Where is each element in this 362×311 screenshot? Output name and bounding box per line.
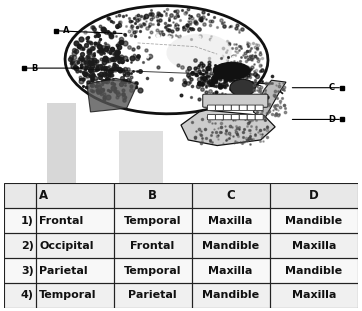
- FancyBboxPatch shape: [215, 105, 223, 110]
- Text: Maxilla: Maxilla: [292, 241, 336, 251]
- Text: B: B: [148, 189, 157, 202]
- Text: 2): 2): [21, 241, 34, 251]
- Text: Frontal: Frontal: [39, 216, 83, 226]
- Bar: [191, 258, 270, 283]
- Polygon shape: [181, 110, 275, 146]
- FancyBboxPatch shape: [207, 114, 215, 120]
- Ellipse shape: [230, 79, 255, 96]
- Text: 1): 1): [21, 216, 34, 226]
- Bar: [35, 208, 114, 233]
- FancyBboxPatch shape: [215, 114, 223, 120]
- Bar: [4, 233, 358, 258]
- Bar: [270, 208, 358, 233]
- Text: Occipital: Occipital: [39, 241, 94, 251]
- Bar: [114, 283, 191, 308]
- Text: C: C: [226, 189, 235, 202]
- Bar: [114, 258, 191, 283]
- Bar: [4, 283, 35, 308]
- Bar: [114, 183, 191, 208]
- Text: A: A: [63, 26, 70, 35]
- Polygon shape: [253, 80, 286, 119]
- Bar: [4, 283, 358, 308]
- Bar: [4, 183, 35, 208]
- FancyBboxPatch shape: [203, 94, 268, 107]
- Bar: [4, 183, 358, 208]
- Ellipse shape: [65, 6, 268, 114]
- Text: Temporal: Temporal: [39, 290, 97, 300]
- Bar: [47, 103, 76, 187]
- FancyBboxPatch shape: [247, 114, 255, 120]
- Ellipse shape: [167, 34, 232, 71]
- Text: Parietal: Parietal: [128, 290, 177, 300]
- Bar: [191, 233, 270, 258]
- Text: Temporal: Temporal: [124, 216, 181, 226]
- Bar: [4, 258, 35, 283]
- Bar: [270, 283, 358, 308]
- Bar: [191, 183, 270, 208]
- Text: Temporal: Temporal: [124, 266, 181, 276]
- Bar: [35, 233, 114, 258]
- Ellipse shape: [214, 63, 250, 79]
- Text: Mandible: Mandible: [202, 290, 259, 300]
- FancyBboxPatch shape: [255, 105, 263, 110]
- Bar: [35, 258, 114, 283]
- Text: 3): 3): [21, 266, 34, 276]
- FancyBboxPatch shape: [239, 105, 247, 110]
- FancyBboxPatch shape: [239, 114, 247, 120]
- Text: Mandible: Mandible: [286, 266, 342, 276]
- Bar: [191, 283, 270, 308]
- Bar: [191, 208, 270, 233]
- Text: Frontal: Frontal: [130, 241, 175, 251]
- Polygon shape: [87, 78, 138, 112]
- Text: Maxilla: Maxilla: [209, 216, 253, 226]
- FancyBboxPatch shape: [255, 114, 263, 120]
- Text: Maxilla: Maxilla: [292, 290, 336, 300]
- Text: 4): 4): [21, 290, 34, 300]
- Bar: [35, 183, 114, 208]
- Bar: [4, 208, 35, 233]
- Text: B: B: [31, 64, 37, 72]
- Bar: [270, 183, 358, 208]
- Bar: [4, 258, 358, 283]
- Bar: [4, 233, 35, 258]
- Bar: [119, 131, 163, 187]
- Text: D: D: [309, 189, 319, 202]
- Text: Mandible: Mandible: [202, 241, 259, 251]
- FancyBboxPatch shape: [223, 114, 231, 120]
- FancyBboxPatch shape: [223, 105, 231, 110]
- Bar: [114, 233, 191, 258]
- Bar: [270, 258, 358, 283]
- Bar: [4, 208, 358, 233]
- Text: Maxilla: Maxilla: [209, 266, 253, 276]
- FancyBboxPatch shape: [207, 105, 215, 110]
- Bar: [114, 208, 191, 233]
- Bar: [35, 283, 114, 308]
- Text: A: A: [39, 189, 48, 202]
- Bar: [270, 233, 358, 258]
- Text: D: D: [328, 115, 335, 124]
- Text: Parietal: Parietal: [39, 266, 88, 276]
- FancyBboxPatch shape: [231, 114, 239, 120]
- FancyBboxPatch shape: [231, 105, 239, 110]
- Text: Mandible: Mandible: [286, 216, 342, 226]
- FancyBboxPatch shape: [247, 105, 255, 110]
- Text: C: C: [329, 83, 335, 92]
